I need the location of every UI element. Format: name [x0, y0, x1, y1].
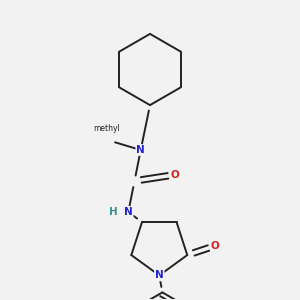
Text: H: H [109, 207, 118, 217]
Text: N: N [124, 207, 133, 217]
Text: methyl: methyl [93, 124, 120, 133]
Text: N: N [136, 145, 145, 155]
Text: N: N [155, 270, 164, 280]
Text: O: O [211, 241, 220, 251]
Text: O: O [170, 170, 179, 180]
